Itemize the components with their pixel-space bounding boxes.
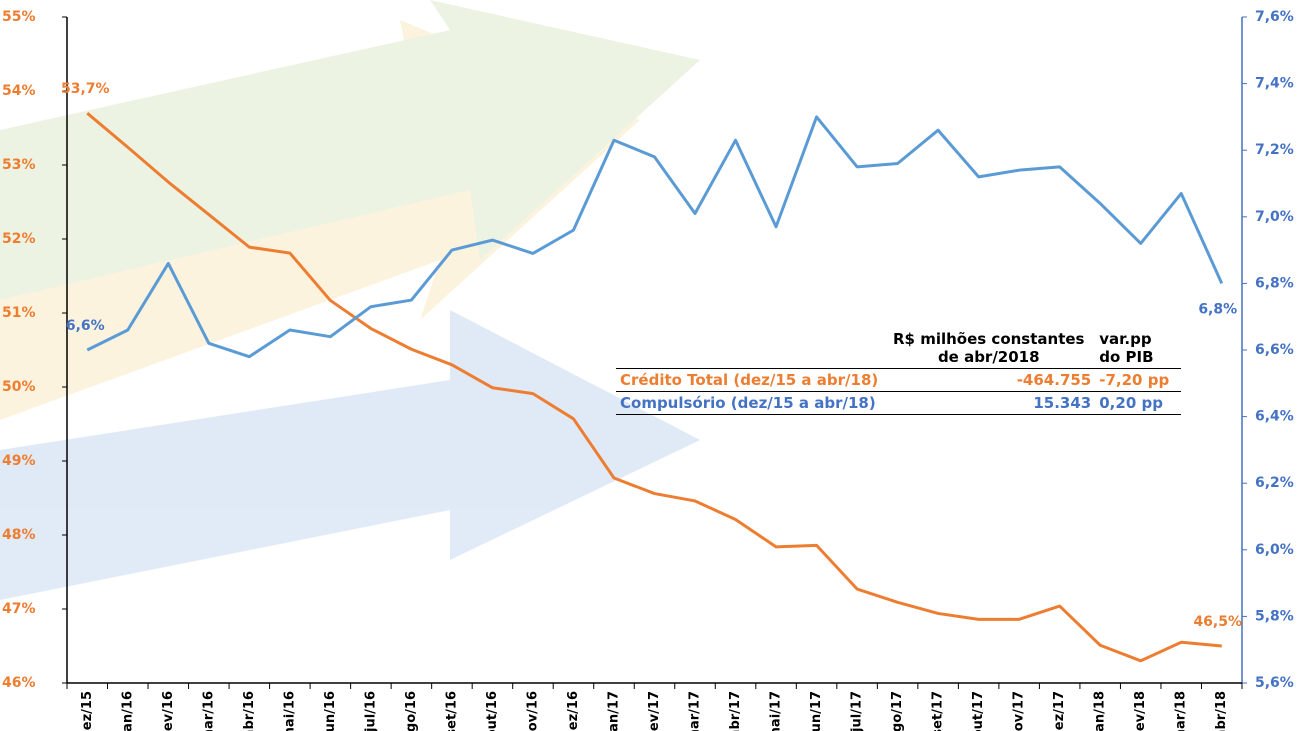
x-tick-label: dez/16 bbox=[566, 691, 581, 731]
x-tick-label: fev/17 bbox=[647, 691, 662, 731]
x-tick-label: out/17 bbox=[971, 691, 986, 731]
x-tick-label: mai/16 bbox=[282, 691, 297, 731]
x-tick-label: nov/17 bbox=[1012, 691, 1027, 731]
x-tick-label: set/17 bbox=[931, 691, 946, 731]
y-tick-label: 52% bbox=[2, 231, 36, 247]
y-tick-label: 54% bbox=[2, 83, 36, 99]
y-tick-label: 46% bbox=[2, 675, 36, 691]
x-tick-label: set/16 bbox=[444, 691, 459, 731]
x-tick-label: jun/17 bbox=[809, 691, 824, 731]
x-tick-label: mar/18 bbox=[1174, 691, 1189, 731]
y2-tick-label: 6,0% bbox=[1255, 542, 1294, 558]
table-cell: Compulsório (dez/15 a abr/18) bbox=[616, 391, 883, 415]
y2-tick-label: 7,4% bbox=[1255, 76, 1294, 92]
y-tick-label: 51% bbox=[2, 305, 36, 321]
table-header-blank bbox=[616, 328, 882, 369]
x-tick-label: out/16 bbox=[485, 691, 500, 731]
table-cell: Crédito Total (dez/15 a abr/18) bbox=[616, 368, 883, 392]
x-tick-label: ago/16 bbox=[404, 691, 419, 731]
y2-tick-label: 6,6% bbox=[1255, 342, 1294, 358]
data-label: 46,5% bbox=[1193, 614, 1242, 630]
x-tick-label: abr/17 bbox=[728, 691, 743, 731]
y-tick-label: 53% bbox=[2, 157, 36, 173]
x-tick-label: ago/17 bbox=[890, 691, 905, 731]
x-tick-label: jul/16 bbox=[363, 691, 378, 731]
x-tick-label: fev/18 bbox=[1133, 691, 1148, 731]
x-tick-label: abr/18 bbox=[1214, 691, 1229, 731]
y2-tick-label: 5,6% bbox=[1255, 675, 1294, 691]
x-tick-label: jan/17 bbox=[606, 691, 621, 731]
series-line bbox=[86, 115, 1224, 359]
x-tick-label: dez/17 bbox=[1052, 691, 1067, 731]
x-tick-label: jan/16 bbox=[120, 691, 135, 731]
data-label: 6,8% bbox=[1198, 301, 1237, 317]
x-tick-label: mai/17 bbox=[769, 691, 784, 731]
y2-tick-label: 7,0% bbox=[1255, 209, 1294, 225]
series-line bbox=[86, 112, 1222, 663]
y2-tick-label: 7,2% bbox=[1255, 142, 1294, 158]
x-tick-label: abr/16 bbox=[242, 691, 257, 731]
y-tick-label: 48% bbox=[2, 527, 36, 543]
y-tick-label: 47% bbox=[2, 601, 36, 617]
table-cell: -464.755 bbox=[882, 368, 1096, 392]
table-cell: -7,20 pp bbox=[1095, 368, 1182, 392]
data-label: 53,7% bbox=[61, 81, 110, 97]
table-header: var.pp do PIB bbox=[1099, 330, 1154, 366]
y-tick-label: 49% bbox=[2, 453, 36, 469]
y2-tick-label: 5,8% bbox=[1255, 608, 1294, 624]
x-tick-label: mar/16 bbox=[201, 691, 216, 731]
y2-tick-label: 6,2% bbox=[1255, 475, 1294, 491]
y2-tick-label: 6,4% bbox=[1255, 409, 1294, 425]
x-tick-label: fev/16 bbox=[161, 691, 176, 731]
y-tick-label: 55% bbox=[2, 9, 36, 25]
summary-table: R$ milhões constantes de abr/2018 var.pp… bbox=[616, 328, 1182, 415]
x-tick-label: nov/16 bbox=[525, 691, 540, 731]
x-tick-label: jan/18 bbox=[1093, 691, 1108, 731]
x-tick-label: dez/15 bbox=[80, 691, 95, 731]
x-tick-label: jul/17 bbox=[850, 691, 865, 731]
background-arrows bbox=[0, 0, 700, 600]
table-cell: 0,20 pp bbox=[1095, 391, 1182, 415]
x-tick-label: jun/16 bbox=[323, 691, 338, 731]
y-tick-label: 50% bbox=[2, 379, 36, 395]
data-label: 6,6% bbox=[66, 318, 105, 334]
x-tick-label: mar/17 bbox=[688, 691, 703, 731]
table-header: R$ milhões constantes de abr/2018 bbox=[893, 330, 1085, 366]
table-cell: 15.343 bbox=[882, 391, 1096, 415]
y2-tick-label: 7,6% bbox=[1255, 9, 1294, 25]
y2-tick-label: 6,8% bbox=[1255, 275, 1294, 291]
